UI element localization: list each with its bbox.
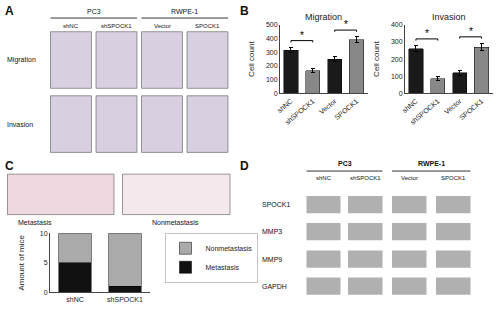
svg-text:Vector: Vector [443,97,463,116]
svg-text:300: 300 [391,38,403,45]
svg-text:SPOCK1: SPOCK1 [195,23,220,29]
svg-text:C: C [5,159,14,173]
svg-text:Invasion: Invasion [432,12,466,22]
svg-text:100: 100 [266,76,278,83]
svg-text:Nonmetastasis: Nonmetastasis [206,245,253,252]
svg-text:Vector: Vector [401,175,418,181]
svg-text:shNC: shNC [63,23,79,29]
svg-text:Metastasis: Metastasis [18,219,52,226]
svg-text:shNC: shNC [66,296,84,303]
svg-text:0: 0 [274,90,278,97]
svg-text:*: * [344,19,348,30]
svg-text:shSPOCK1: shSPOCK1 [101,23,132,29]
svg-text:B: B [240,4,249,18]
svg-text:Metastasis: Metastasis [206,264,240,271]
svg-text:*: * [469,26,473,37]
svg-text:A: A [5,4,14,18]
svg-text:Vector: Vector [318,97,338,116]
svg-text:*: * [425,28,429,39]
svg-text:PC3: PC3 [87,8,101,15]
svg-text:5: 5 [44,259,48,266]
svg-text:10: 10 [40,230,48,237]
svg-text:Nonmetastasis: Nonmetastasis [152,219,199,226]
svg-text:200: 200 [266,62,278,69]
svg-text:GAPDH: GAPDH [262,283,287,290]
svg-text:SPOCK1: SPOCK1 [458,97,484,121]
svg-text:500: 500 [266,21,278,28]
svg-text:PC3: PC3 [338,160,352,167]
svg-text:SPOCK1: SPOCK1 [333,97,359,121]
svg-text:MMP9: MMP9 [262,256,282,263]
svg-text:D: D [240,159,249,173]
svg-text:shNC: shNC [276,97,294,114]
svg-text:shSPOCK1: shSPOCK1 [350,175,381,181]
svg-text:400: 400 [266,35,278,42]
svg-text:SPOCK1: SPOCK1 [262,201,291,208]
svg-text:0: 0 [399,90,403,97]
svg-text:shSPOCK1: shSPOCK1 [284,97,316,125]
svg-text:Migration: Migration [7,56,36,64]
svg-text:Amount of mice: Amount of mice [17,234,26,290]
svg-text:*: * [300,30,304,41]
svg-text:SPOCK1: SPOCK1 [441,175,466,181]
svg-text:300: 300 [266,49,278,56]
svg-text:RWPE-1: RWPE-1 [171,8,198,15]
svg-text:100: 100 [391,73,403,80]
svg-text:200: 200 [391,56,403,63]
svg-text:shSPOCK1: shSPOCK1 [409,97,441,125]
svg-text:0: 0 [44,289,48,296]
svg-text:shNC: shNC [401,97,419,114]
svg-text:Cell count: Cell count [372,41,381,77]
svg-text:Vector: Vector [154,23,171,29]
svg-text:Invasion: Invasion [7,121,33,128]
svg-text:Cell count: Cell count [247,41,256,77]
svg-text:RWPE-1: RWPE-1 [418,160,445,167]
svg-text:400: 400 [391,21,403,28]
svg-text:shNC: shNC [316,175,332,181]
svg-text:Migration: Migration [305,12,342,22]
svg-text:shSPOCK1: shSPOCK1 [107,296,143,303]
svg-text:MMP3: MMP3 [262,228,282,235]
